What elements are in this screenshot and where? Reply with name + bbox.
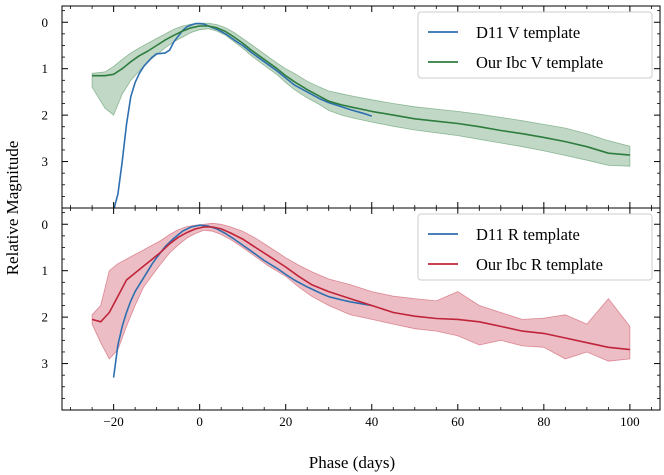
y-tick-label: 1 (42, 61, 49, 76)
legend-label: Our Ibc V template (476, 53, 603, 72)
plot-area (91, 222, 631, 378)
legend-box (417, 11, 653, 79)
x-tick-label: 60 (451, 414, 464, 429)
y-tick-label: 2 (42, 310, 49, 325)
series-line-0-1 (92, 25, 630, 156)
x-tick-label: 100 (620, 414, 640, 429)
y-tick-label: 2 (42, 108, 49, 123)
x-tick-label: 0 (196, 414, 203, 429)
legend-label: Our Ibc R template (476, 255, 603, 274)
y-tick-label: 0 (42, 217, 49, 232)
uncertainty-band-0-1 (91, 22, 631, 167)
y-axis-label: Relative Magnitude (3, 141, 22, 276)
legend: D11 V template Our Ibc V template (417, 11, 653, 79)
x-axis-label: Phase (days) (309, 453, 395, 472)
axes-frame (61, 207, 661, 411)
legend: D11 R template Our Ibc R template (417, 213, 653, 281)
y-tick-label: 3 (42, 154, 49, 169)
x-tick-label: 40 (365, 414, 378, 429)
x-tick-label: 20 (279, 414, 292, 429)
y-tick-label: 3 (42, 356, 49, 371)
legend-label: D11 R template (476, 225, 580, 244)
series-line-0-0 (113, 22, 373, 208)
legend-label: D11 V template (476, 23, 580, 42)
v-band-panel: 0 1 2 3 D11 V template Our Ibc V template (42, 5, 661, 209)
series-line-1-0 (112, 224, 372, 378)
y-tick-label: 1 (42, 263, 49, 278)
x-tick-label: 80 (537, 414, 550, 429)
plot-area (91, 22, 631, 208)
x-tick-label: −20 (103, 414, 123, 429)
r-band-panel: −20 0 20 40 60 80 100 0 1 2 3 D11 R template Our Ibc… (42, 207, 661, 429)
series-line-1-1 (91, 226, 630, 351)
legend-box (417, 213, 653, 281)
y-tick-label: 0 (42, 15, 49, 30)
